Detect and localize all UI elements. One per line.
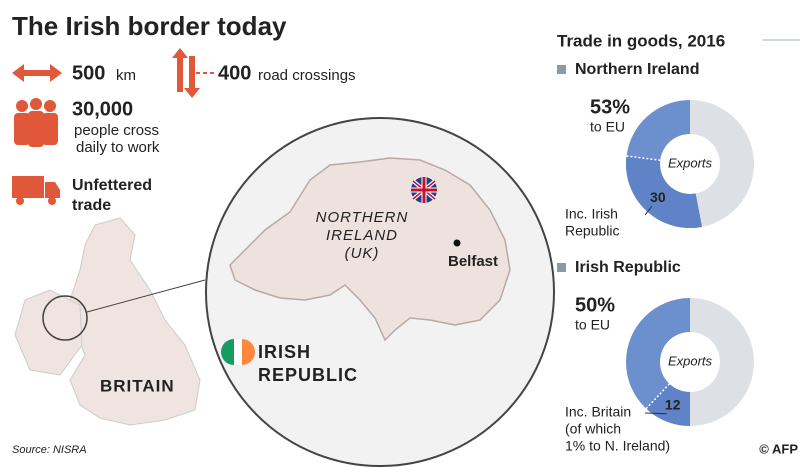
bullet (557, 65, 566, 74)
eu-value: 50% (575, 294, 615, 316)
map-label: NORTHERN (316, 209, 409, 226)
eu-caption: to EU (575, 317, 610, 333)
donut-sub (625, 155, 702, 228)
fact-text: people cross (74, 122, 159, 139)
fact-number: 500 (72, 62, 105, 84)
eu-value: 53% (590, 96, 630, 118)
sub-value: 30 (650, 189, 666, 205)
divider (645, 383, 671, 410)
donut-rest (690, 298, 754, 426)
donut-rest (690, 100, 754, 227)
sub-caption: Republic (565, 223, 619, 239)
fact-text: Unfettered (72, 177, 152, 194)
map-label: BRITAIN (100, 376, 175, 395)
fact-text: trade (72, 197, 111, 214)
panel-name: Irish Republic (575, 259, 681, 276)
fact-number: 400 (218, 62, 251, 84)
sub-caption: (of which (565, 421, 621, 437)
fact-text: road crossings (258, 67, 356, 84)
donut-center: Exports (668, 353, 713, 368)
sub-caption: Inc. Britain (565, 404, 631, 420)
icons (12, 48, 214, 205)
panel-name: Northern Ireland (575, 61, 699, 78)
fact-text: km (116, 67, 136, 84)
city-label: Belfast (448, 253, 498, 270)
sub-caption: Inc. Irish (565, 206, 618, 222)
fact-number: 30,000 (72, 98, 133, 120)
sub-caption: 1% to N. Ireland) (565, 438, 670, 454)
divider (626, 155, 661, 161)
eu-caption: to EU (590, 119, 625, 135)
donut-sub (646, 383, 690, 426)
bullet (557, 263, 566, 272)
fact-text: daily to work (76, 139, 160, 156)
map-label: (UK) (345, 245, 380, 262)
credit: © AFP (759, 441, 798, 456)
panel-title: Trade in goods, 2016 (557, 31, 725, 50)
title: The Irish border today (12, 11, 287, 41)
leader (644, 205, 653, 216)
sub-value: 12 (665, 396, 681, 412)
map-label: REPUBLIC (258, 365, 358, 385)
leader (644, 412, 667, 415)
map-label: IRISH (258, 342, 311, 362)
main-map (205, 117, 555, 467)
britain-map (14, 217, 206, 426)
source: Source: NISRA (12, 444, 87, 456)
donut-center: Exports (668, 155, 713, 170)
map-label: IRELAND (326, 227, 398, 244)
